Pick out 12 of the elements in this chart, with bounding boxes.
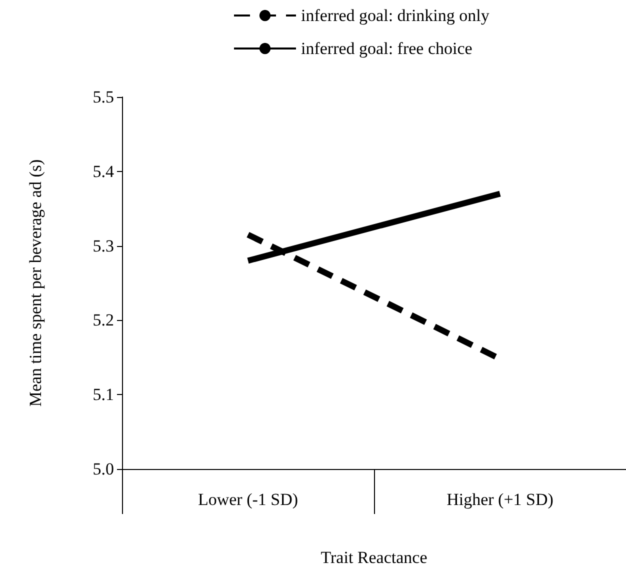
y-tick-label: 5.4	[92, 162, 114, 181]
y-tick-label: 5.0	[92, 460, 114, 478]
x-axis-title: Trait Reactance	[320, 548, 428, 567]
y-tick-label: 5.1	[92, 385, 114, 404]
y-tick-label: 5.2	[92, 310, 114, 330]
legend-label: inferred goal: free choice	[301, 39, 472, 58]
x-tick-label: Higher (+1 SD)	[446, 490, 554, 509]
x-tick-label: Lower (-1 SD)	[198, 490, 298, 509]
legend-label: inferred goal: drinking only	[301, 6, 490, 25]
y-tick-label: 5.5	[92, 88, 114, 106]
y-tick-label: 5.3	[92, 236, 114, 256]
y-axis-title: Mean time spent per beverage ad (s)	[26, 159, 45, 407]
